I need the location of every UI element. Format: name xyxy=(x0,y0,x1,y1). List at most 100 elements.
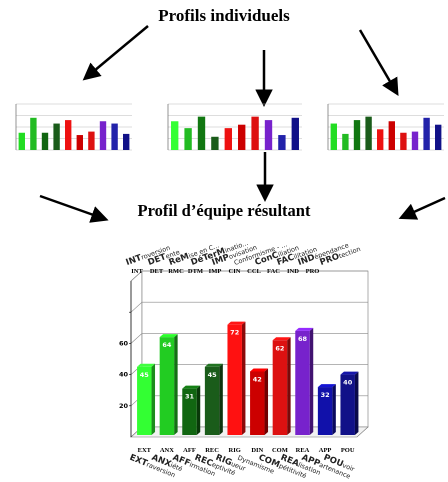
mini-bar xyxy=(400,132,407,150)
mini-bar xyxy=(88,131,95,150)
mini-bar xyxy=(330,123,337,150)
mini-bar xyxy=(53,123,60,150)
y-tick-label: 60 xyxy=(119,339,129,347)
mini-chart-2 xyxy=(167,103,302,151)
x-tick-label: COM xyxy=(272,447,288,454)
x-tick-label: REC xyxy=(205,447,219,454)
top-code-label: IMP xyxy=(209,268,222,275)
bar-side xyxy=(174,334,178,435)
bar-front xyxy=(317,387,333,435)
y-tick-label: 40 xyxy=(119,371,129,379)
gridline xyxy=(130,301,368,313)
bar-front xyxy=(272,340,288,435)
mini-bar xyxy=(224,128,232,150)
bar-side xyxy=(196,385,201,435)
top-code-label: DTM xyxy=(188,268,203,275)
bar-top xyxy=(182,385,201,389)
bar-front xyxy=(137,366,152,435)
bar-com: 62 xyxy=(272,337,291,435)
mini-bar xyxy=(18,132,25,150)
bar-top xyxy=(250,368,269,372)
arrow-mid-left xyxy=(39,194,109,223)
x-tick-label: POU xyxy=(341,447,355,454)
y-tick-label: 20 xyxy=(119,402,129,410)
bar-side xyxy=(241,321,246,435)
bar-top xyxy=(204,363,223,367)
x-tick-label: ANX xyxy=(160,447,174,454)
top-code-label: CCL xyxy=(247,268,261,275)
gridline xyxy=(130,333,368,344)
mini-bar xyxy=(278,135,286,150)
mini-bar xyxy=(435,124,442,150)
bar-top xyxy=(317,384,336,388)
bar-ext: 45 xyxy=(137,363,156,435)
bar-pou: 40 xyxy=(340,371,359,435)
arrows-top xyxy=(82,25,399,107)
mini-bar xyxy=(184,128,192,150)
x-tick-label: EXT xyxy=(138,447,152,454)
top-code-label: INT xyxy=(131,268,143,275)
bar-rig: 72 xyxy=(227,321,246,435)
bar-front xyxy=(204,366,220,435)
mini-chart-3 xyxy=(327,103,444,151)
bar-front xyxy=(250,371,265,435)
title-team-profile: Profil d’équipe résultant xyxy=(137,201,311,220)
mini-bar xyxy=(353,120,361,150)
arrow-right xyxy=(358,29,399,97)
bar-value-label: 32 xyxy=(321,391,330,399)
mini-bar xyxy=(423,117,430,150)
bar-value-label: 40 xyxy=(343,379,353,387)
arrows-middle xyxy=(39,152,446,223)
x-tick-label: RIG xyxy=(229,447,241,454)
bar-anx: 64 xyxy=(159,334,178,435)
bar-side xyxy=(287,337,291,435)
mini-bar xyxy=(388,121,395,150)
bar-value-label: 64 xyxy=(162,341,172,349)
mini-bar xyxy=(41,132,49,150)
title-individual-profiles: Profils individuels xyxy=(158,6,290,25)
bar-side xyxy=(264,368,269,435)
bar-side xyxy=(332,384,336,435)
bar-value-label: 42 xyxy=(253,375,262,383)
bar-side xyxy=(151,363,156,435)
mini-bar xyxy=(377,129,384,150)
gridline-top xyxy=(130,270,368,282)
bar-value-label: 45 xyxy=(140,371,150,379)
mini-bar xyxy=(411,131,419,150)
bar-value-label: 68 xyxy=(298,335,308,343)
bar-rec: 45 xyxy=(204,363,223,435)
bar-top xyxy=(295,327,314,331)
mini-bar xyxy=(76,135,83,150)
mini-bar xyxy=(30,117,37,150)
bar-side xyxy=(354,371,359,435)
bar-top xyxy=(272,337,291,341)
bar-din: 42 xyxy=(250,368,269,435)
mini-bar xyxy=(65,120,72,150)
top-code-label: FAC xyxy=(267,268,280,275)
x-tick-label: REA xyxy=(296,447,310,454)
bar-top xyxy=(137,363,156,367)
team-chart: 20 40 60 45 64 31 45 72 42 62 68 32 40 EXT ANX AFF REC RI… xyxy=(119,268,369,454)
top-code-label: CIN xyxy=(229,268,241,275)
top-code-label: DET xyxy=(150,268,164,275)
bar-value-label: 62 xyxy=(275,344,284,352)
bar-value-label: 45 xyxy=(208,371,218,379)
x-tick-label: APP xyxy=(319,447,332,454)
mini-bar xyxy=(264,120,273,150)
mini-bar xyxy=(291,117,299,150)
top-code-label: RMC xyxy=(168,268,184,275)
mini-bar xyxy=(111,123,118,150)
arrow-left xyxy=(82,25,149,81)
mini-bar xyxy=(211,136,219,150)
bar-aff: 31 xyxy=(182,385,201,435)
mini-bar xyxy=(365,116,372,150)
x-tick-label: DIN xyxy=(251,447,263,454)
x-tick-label: AFF xyxy=(183,447,196,454)
bar-side xyxy=(219,363,223,435)
arrow-mid-right xyxy=(398,196,446,220)
bar-front xyxy=(159,337,175,435)
mini-bar xyxy=(238,124,246,150)
bar-front xyxy=(182,388,197,435)
top-code-label: PRO xyxy=(306,268,320,275)
